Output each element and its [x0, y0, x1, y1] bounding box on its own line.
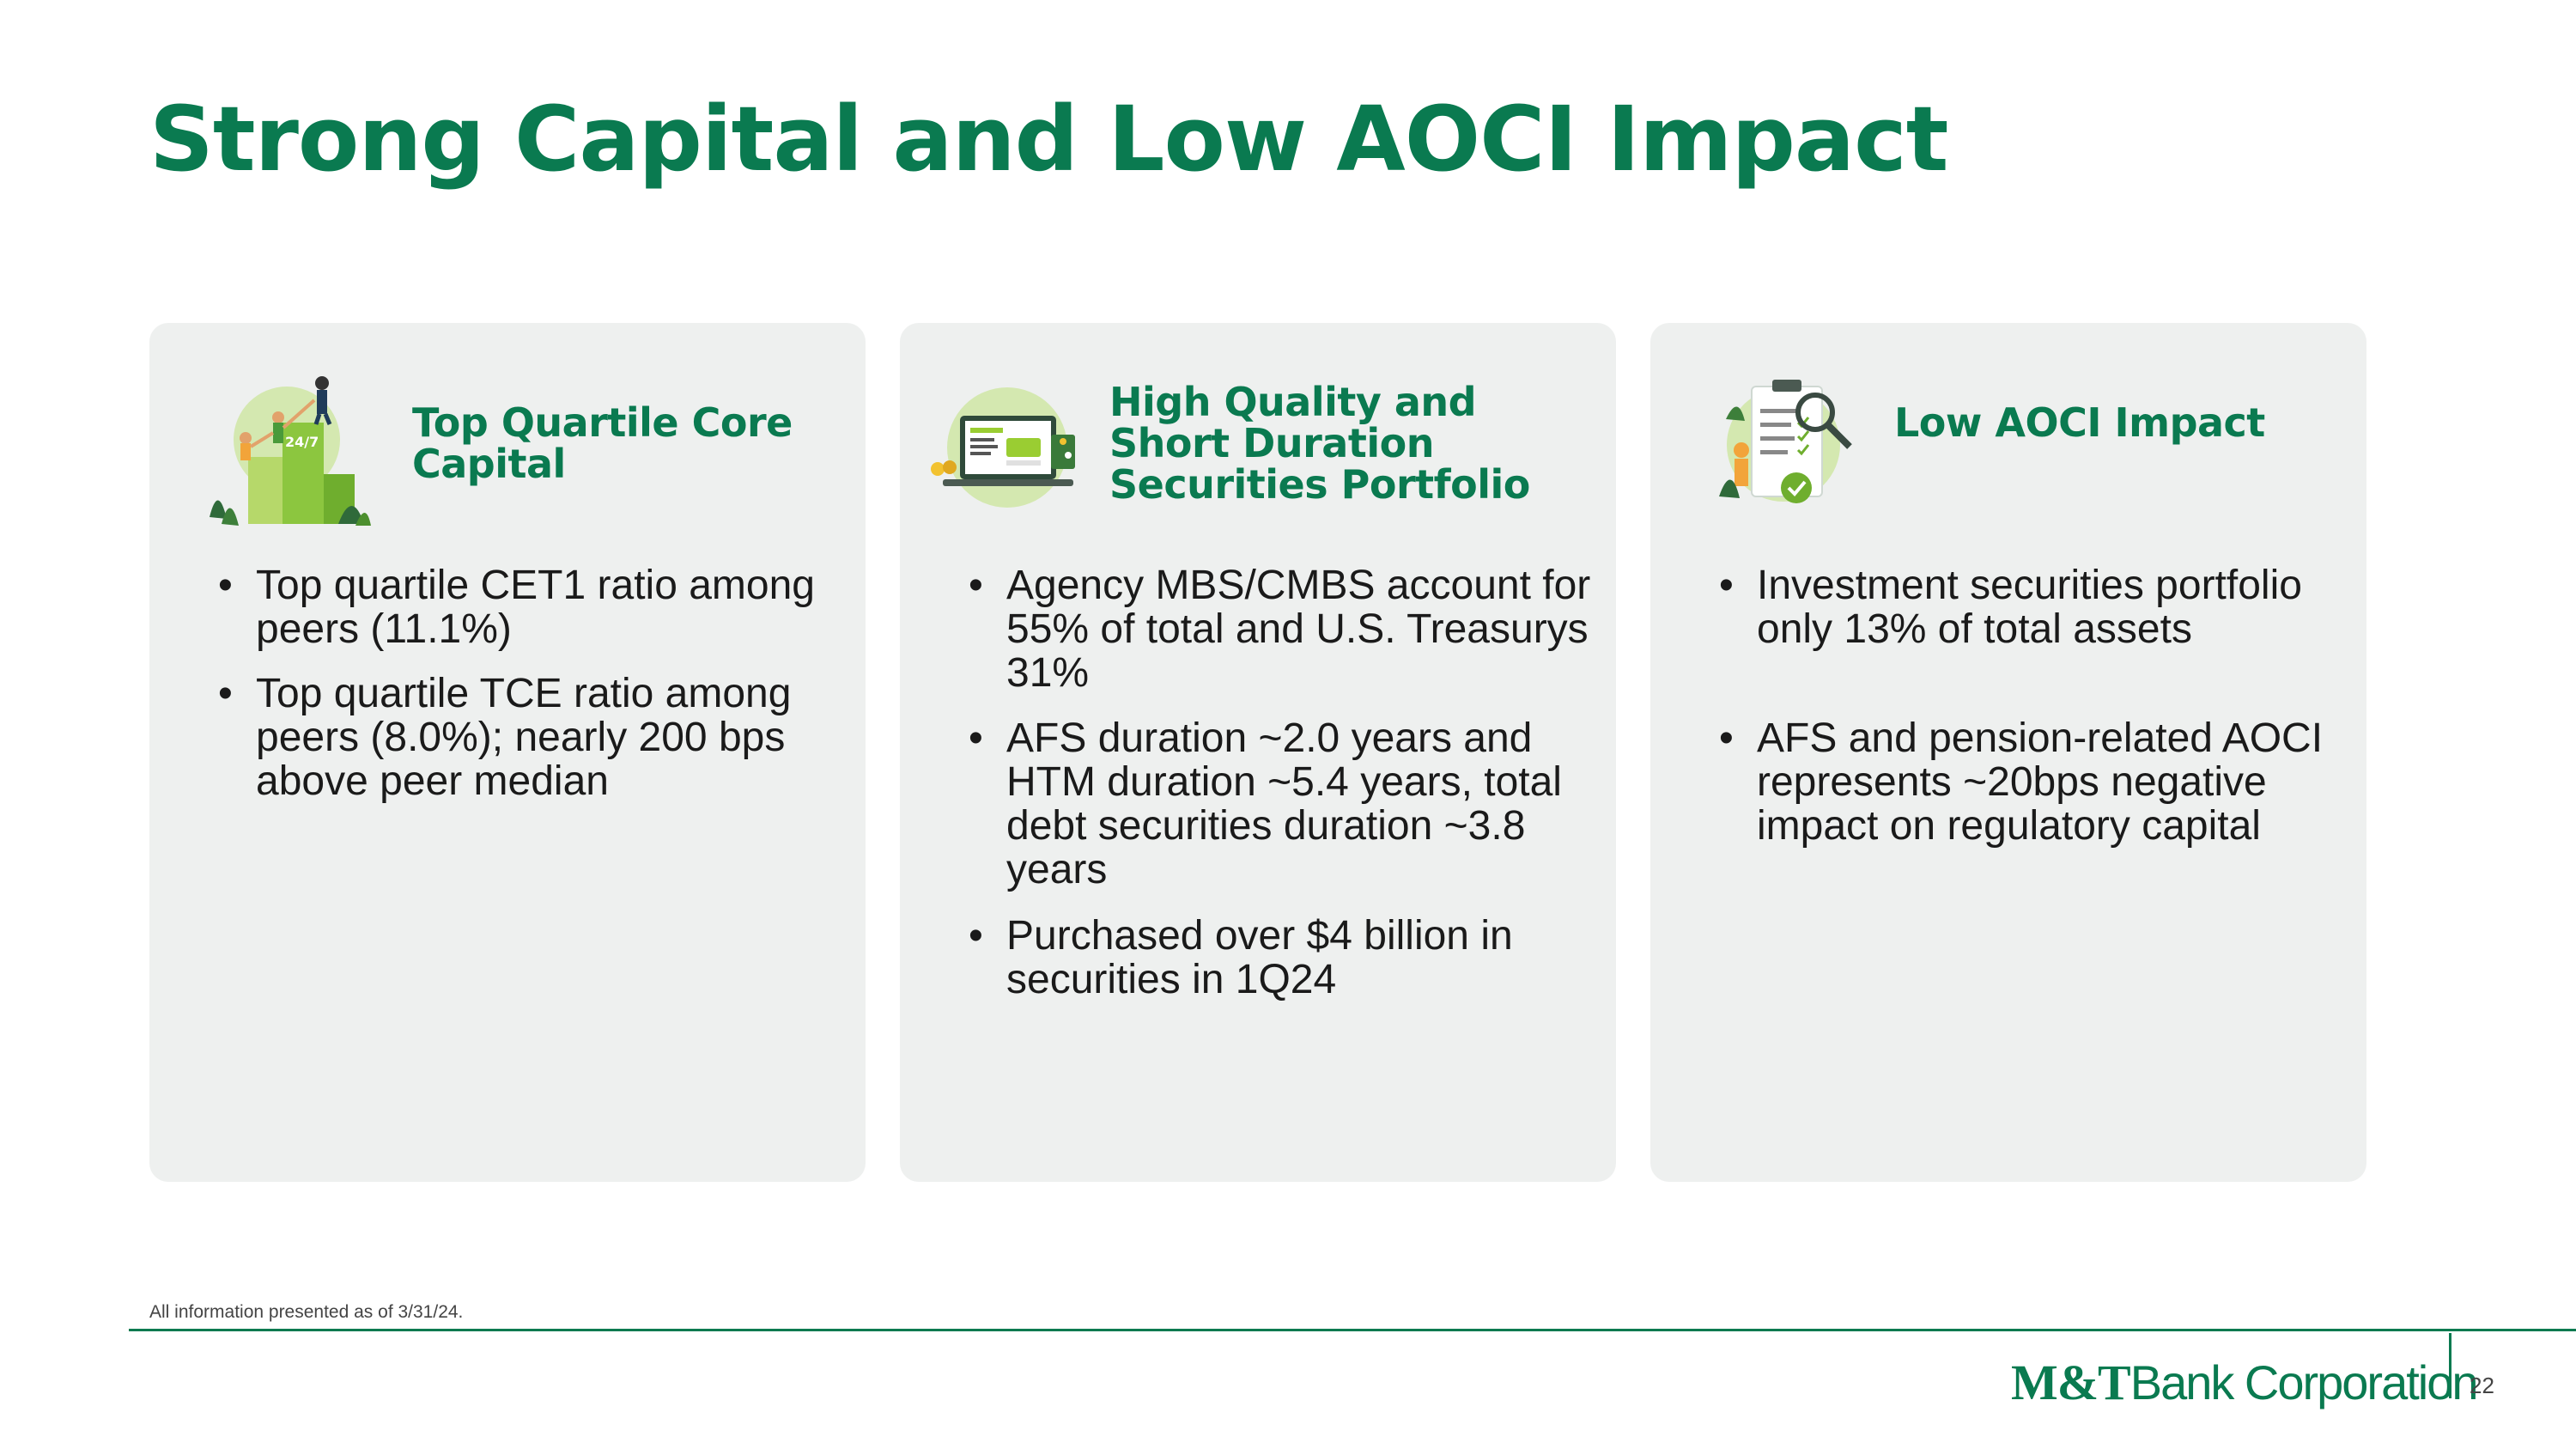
slide-title: Strong Capital and Low AOCI Impact: [149, 87, 1948, 192]
badge-text: 24/7: [285, 434, 319, 450]
card-securities-portfolio: High Quality and Short Duration Securiti…: [900, 323, 1616, 1182]
bullet-item: Top quartile TCE ratio among peers (8.0%…: [218, 672, 848, 803]
bullet-item: AFS and pension-related AOCI represents …: [1719, 716, 2349, 848]
checklist-magnifier-icon: [1702, 368, 1874, 527]
logo-separator: [2449, 1333, 2451, 1398]
card-heading: Low AOCI Impact: [1894, 399, 2265, 446]
card-heading: High Quality and Short Duration Securiti…: [1109, 379, 1530, 508]
bullet-item: AFS duration ~2.0 years and HTM duration…: [969, 716, 1599, 892]
card-aoci-impact: Low AOCI Impact Investment securities po…: [1650, 323, 2366, 1182]
company-logo: M&TBank Corporation: [2011, 1354, 2479, 1411]
logo-bank: Bank: [2129, 1355, 2235, 1409]
logo-corporation: Corporation: [2244, 1355, 2479, 1409]
footnote: All information presented as of 3/31/24.: [149, 1302, 464, 1322]
logo-mt: M&T: [2011, 1355, 2131, 1410]
footer-divider: [129, 1329, 2576, 1331]
bullet-item: Investment securities portfolio only 13%…: [1719, 563, 2349, 651]
capital-team-icon: 24/7: [201, 371, 373, 530]
page-number: 22: [2470, 1373, 2494, 1398]
card-core-capital: 24/7 Top Quartile Core Capital Top quart…: [149, 323, 866, 1182]
bullet-item: Purchased over $4 billion in securities …: [969, 914, 1599, 1002]
securities-portfolio-icon: [926, 374, 1097, 533]
bullet-item: Top quartile CET1 ratio among peers (11.…: [218, 563, 848, 651]
bullet-item: Agency MBS/CMBS account for 55% of total…: [969, 563, 1599, 695]
card-heading: Top Quartile Core Capital: [412, 399, 793, 487]
